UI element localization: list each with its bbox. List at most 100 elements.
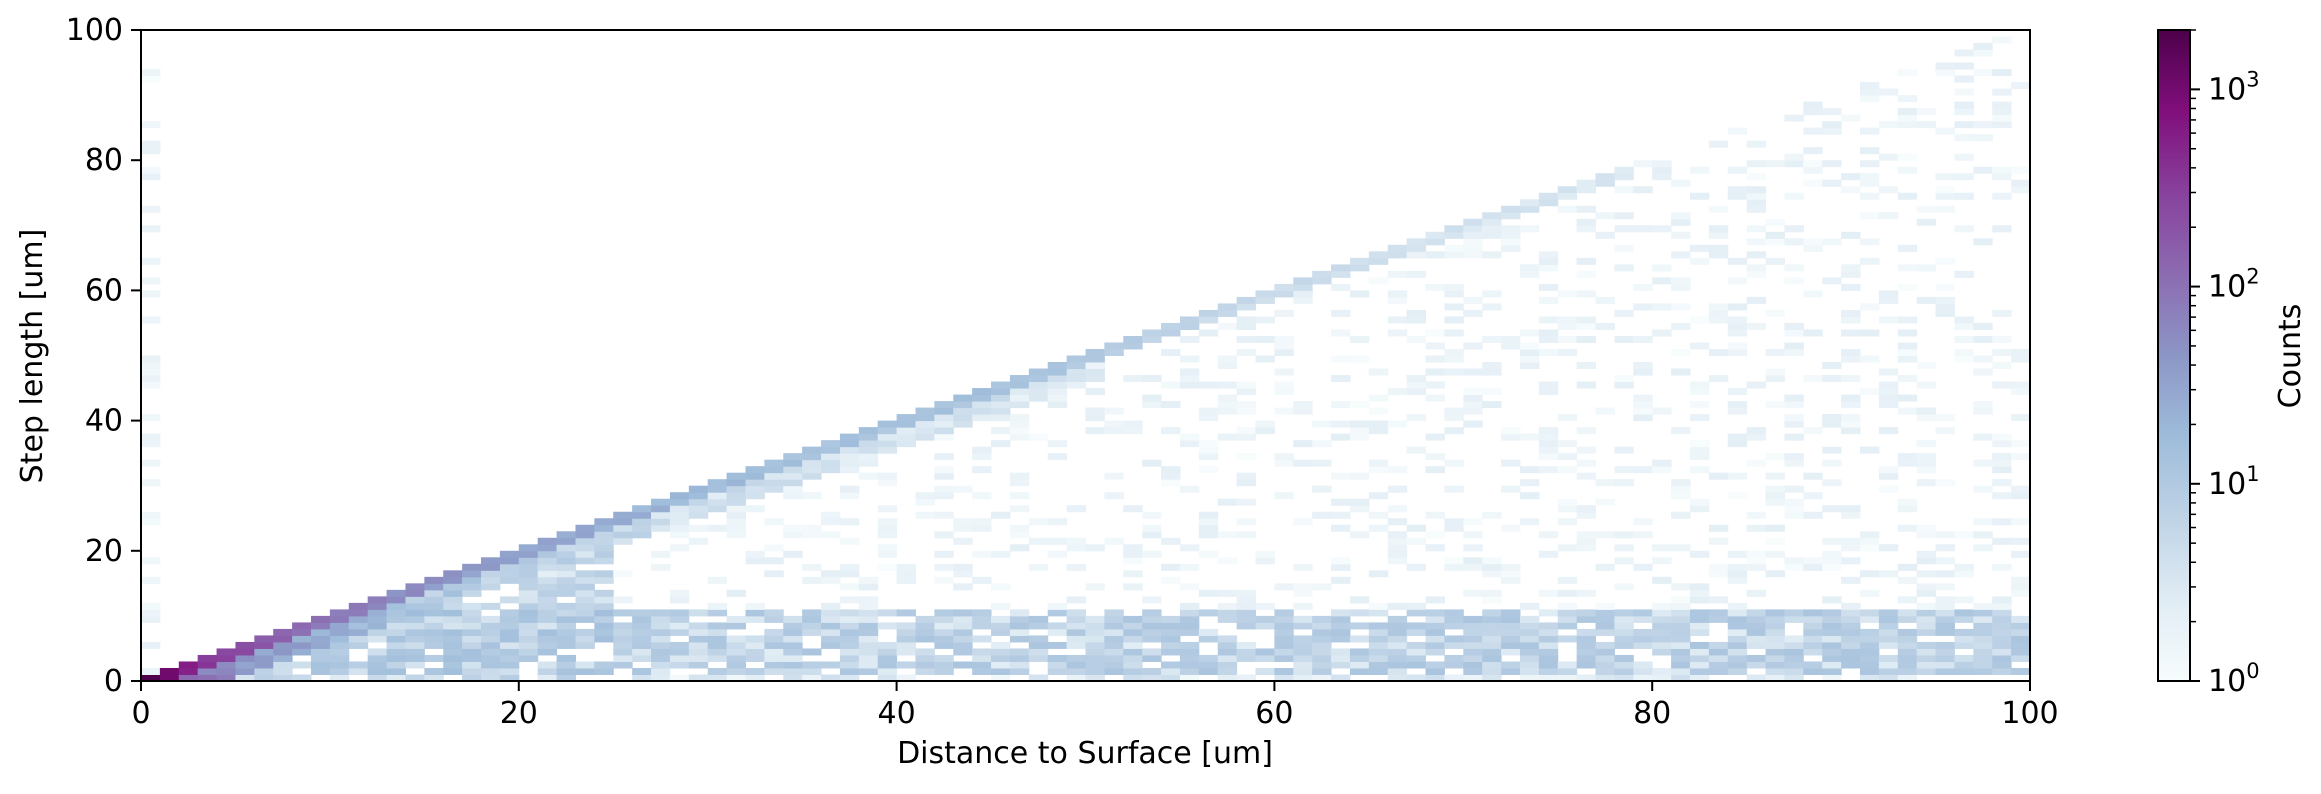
- heatmap-cell: [1822, 459, 1842, 467]
- heatmap-cell: [481, 641, 501, 649]
- heatmap-cell: [1689, 661, 1710, 669]
- heatmap-cell: [1784, 348, 1804, 356]
- heatmap-cell: [1859, 537, 1880, 545]
- heatmap-cell: [1935, 628, 1955, 636]
- heatmap-cell: [1463, 407, 1483, 415]
- heatmap-cell: [1444, 355, 1464, 363]
- heatmap-cell: [1916, 453, 1937, 461]
- heatmap-cell: [1104, 667, 1124, 675]
- heatmap-cell: [1897, 563, 1918, 571]
- heatmap-cell: [1916, 108, 1937, 116]
- heatmap-cell: [1028, 654, 1049, 662]
- heatmap-cell: [575, 524, 595, 532]
- heatmap-cell: [1878, 296, 1899, 304]
- heatmap-cell: [1765, 550, 1785, 558]
- heatmap-cell: [613, 511, 633, 519]
- heatmap-cell: [405, 622, 425, 630]
- heatmap-cell: [1179, 355, 1200, 363]
- heatmap-cell: [1784, 420, 1804, 428]
- heatmap-cell: [1935, 570, 1955, 578]
- heatmap-cell: [1822, 667, 1842, 675]
- heatmap-cell: [141, 355, 161, 363]
- heatmap-cell: [594, 550, 614, 558]
- heatmap-cell: [1803, 160, 1823, 168]
- heatmap-cell: [821, 661, 841, 669]
- heatmap-cell: [1841, 511, 1861, 519]
- heatmap-cell: [953, 615, 973, 623]
- heatmap-cell: [726, 524, 746, 532]
- heatmap-cell: [1142, 394, 1162, 402]
- heatmap-cell: [1538, 251, 1559, 259]
- heatmap-cell: [1368, 394, 1389, 402]
- heatmap-cell: [1727, 192, 1748, 200]
- heatmap-cell: [1293, 635, 1313, 643]
- heatmap-cell: [1973, 433, 1993, 441]
- x-tick-label: 80: [1633, 696, 1671, 731]
- heatmap-cell: [915, 427, 935, 435]
- heatmap-cell: [2011, 589, 2031, 597]
- heatmap-cell: [1482, 641, 1502, 649]
- heatmap-cell: [1973, 609, 1993, 617]
- heatmap-cell: [556, 635, 576, 643]
- heatmap-cell: [1142, 550, 1162, 558]
- heatmap-cell: [1519, 674, 1540, 682]
- heatmap-cell: [745, 609, 765, 617]
- heatmap-cell: [972, 576, 992, 584]
- heatmap-cell: [141, 576, 161, 584]
- heatmap-cell: [1274, 309, 1294, 317]
- heatmap-cell: [1614, 654, 1634, 662]
- heatmap-cell: [764, 667, 784, 675]
- heatmap-cell: [216, 654, 236, 662]
- heatmap-cell: [1765, 401, 1785, 409]
- heatmap-cell: [1179, 641, 1200, 649]
- heatmap-cell: [802, 453, 822, 461]
- heatmap-cell: [1671, 674, 1691, 682]
- heatmap-cell: [1614, 622, 1634, 630]
- heatmap-cell: [991, 401, 1011, 409]
- heatmap-cell: [1784, 557, 1804, 565]
- colorbar-tick-label: 102: [2208, 265, 2260, 305]
- heatmap-cell: [1501, 342, 1521, 350]
- heatmap-cell: [991, 667, 1011, 675]
- heatmap-cell: [764, 479, 784, 487]
- heatmap-cell: [1727, 388, 1748, 396]
- heatmap-cell: [1765, 674, 1785, 682]
- heatmap-cell: [783, 531, 803, 539]
- heatmap-cell: [1463, 635, 1483, 643]
- heatmap-cell: [329, 674, 350, 682]
- heatmap-cell: [1028, 368, 1049, 376]
- heatmap-cell: [273, 654, 293, 662]
- heatmap-cell: [858, 440, 879, 448]
- heatmap-cell: [1633, 635, 1653, 643]
- heatmap-cell: [1935, 609, 1955, 617]
- heatmap-cell: [1576, 589, 1597, 597]
- heatmap-cell: [1406, 446, 1427, 454]
- heatmap-cell: [1973, 355, 1993, 363]
- heatmap-cell: [1349, 335, 1370, 343]
- heatmap-cell: [1614, 544, 1634, 552]
- heatmap-cell: [1519, 518, 1540, 526]
- heatmap-cell: [783, 635, 803, 643]
- heatmap-cell: [1595, 615, 1615, 623]
- heatmap-cell: [273, 667, 293, 675]
- heatmap-cell: [1217, 322, 1238, 330]
- heatmap-cell: [726, 511, 746, 519]
- heatmap-cell: [1803, 615, 1823, 623]
- heatmap-cell: [1179, 654, 1200, 662]
- heatmap-cell: [1803, 166, 1823, 174]
- heatmap-cell: [141, 166, 161, 174]
- heatmap-cell: [1331, 498, 1351, 506]
- heatmap-cell: [273, 648, 293, 656]
- heatmap-cell: [481, 661, 501, 669]
- heatmap-cell: [1973, 654, 1993, 662]
- heatmap-cell: [1085, 348, 1105, 356]
- heatmap-cell: [1538, 654, 1559, 662]
- heatmap-cell: [1425, 667, 1445, 675]
- heatmap-cell: [1992, 563, 2012, 571]
- heatmap-cell: [1576, 179, 1597, 187]
- heatmap-cell: [1009, 492, 1030, 500]
- heatmap-cell: [991, 550, 1011, 558]
- heatmap-cell: [1009, 648, 1030, 656]
- heatmap-cell: [1123, 648, 1143, 656]
